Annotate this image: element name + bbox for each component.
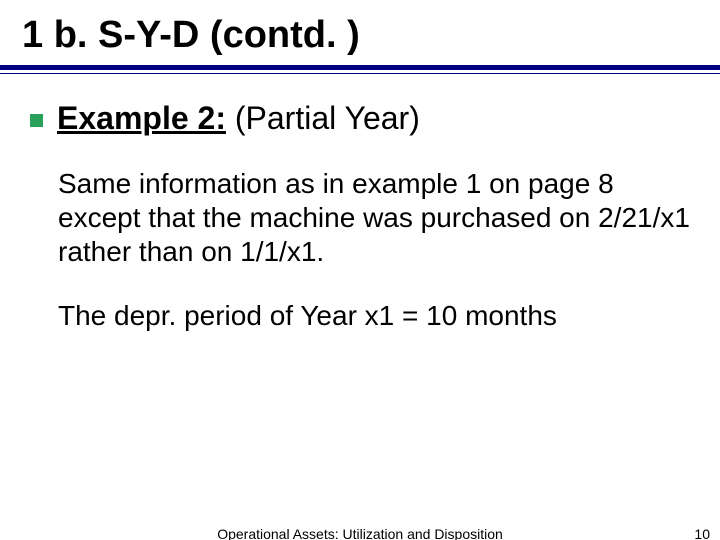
rule-thick (0, 65, 720, 70)
body-paragraph-2: The depr. period of Year x1 = 10 months (58, 299, 696, 333)
footer-text: Operational Assets: Utilization and Disp… (217, 526, 503, 540)
title-rule (0, 65, 720, 74)
example-heading-bold: Example 2: (57, 100, 226, 136)
title-area: 1 b. S-Y-D (contd. ) (0, 0, 720, 57)
body-paragraph-1: Same information as in example 1 on page… (58, 167, 696, 269)
page-number: 10 (694, 526, 710, 540)
example-heading-rest: (Partial Year) (226, 100, 420, 136)
slide: 1 b. S-Y-D (contd. ) Example 2: (Partial… (0, 0, 720, 540)
body-area: Example 2: (Partial Year) Same informati… (0, 74, 720, 334)
slide-title: 1 b. S-Y-D (contd. ) (22, 14, 720, 57)
square-bullet-icon (30, 114, 43, 127)
bullet-row: Example 2: (Partial Year) (30, 100, 696, 137)
example-heading: Example 2: (Partial Year) (57, 100, 420, 137)
